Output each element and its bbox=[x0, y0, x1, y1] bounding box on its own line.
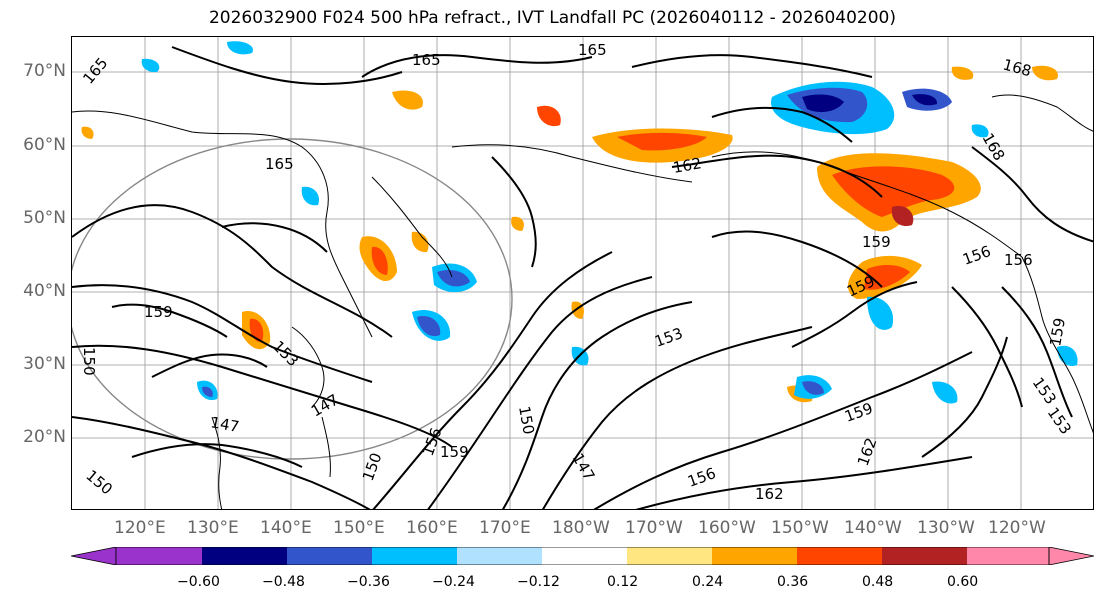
colorbar-tick: −0.36 bbox=[347, 574, 390, 590]
colorbar-tick: 0.12 bbox=[607, 574, 639, 590]
contour-label: 165 bbox=[412, 51, 441, 69]
contour-label: 150 bbox=[515, 405, 538, 436]
map-title: 2026032900 F024 500 hPa refract., IVT La… bbox=[208, 8, 896, 28]
colorbar-tick: −0.60 bbox=[177, 574, 220, 590]
colorbar-segment bbox=[627, 547, 712, 565]
contour-label: 165 bbox=[578, 41, 607, 59]
negative-anomaly-patches bbox=[141, 41, 1078, 404]
lon-label-130e: 130°E bbox=[187, 518, 239, 538]
contour-label: 162 bbox=[854, 435, 881, 468]
lon-label-170e: 170°E bbox=[479, 518, 531, 538]
colorbar-segment bbox=[287, 547, 372, 565]
colorbar-tick: −0.12 bbox=[517, 574, 560, 590]
lon-label-140e: 140°E bbox=[260, 518, 312, 538]
range-circle bbox=[72, 138, 513, 460]
contour-label: 162 bbox=[755, 485, 784, 503]
contour-label: 159 bbox=[1046, 316, 1069, 347]
contour-label: 159 bbox=[842, 399, 875, 426]
contour-label: 150 bbox=[359, 450, 386, 483]
contour-label: 168 bbox=[1001, 55, 1033, 80]
lon-label-120w: 120°W bbox=[988, 518, 1046, 538]
contour-label: 147 bbox=[569, 450, 599, 484]
lon-label-160e: 160°E bbox=[406, 518, 458, 538]
contour-label: 150 bbox=[80, 347, 98, 376]
colorbar-tick: 0.48 bbox=[862, 574, 894, 590]
contour-label: 165 bbox=[265, 155, 294, 173]
lat-label-70n: 70°N bbox=[23, 61, 66, 81]
colorbar bbox=[71, 547, 1094, 565]
colorbar-high-extension bbox=[1048, 547, 1094, 565]
colorbar-segment bbox=[372, 547, 457, 565]
lon-label-170w: 170°W bbox=[625, 518, 683, 538]
contour-label: 153 bbox=[1044, 404, 1075, 438]
colorbar-segment bbox=[882, 547, 967, 565]
colorbar-tick: −0.48 bbox=[262, 574, 305, 590]
contour-label: 153 bbox=[652, 324, 685, 351]
contour-label: 153 bbox=[1029, 374, 1060, 408]
contour-label: 156 bbox=[960, 242, 993, 269]
colorbar-segment bbox=[712, 547, 797, 565]
contour-label: 159 bbox=[440, 443, 469, 461]
lat-label-20n: 20°N bbox=[23, 427, 66, 447]
contour-label: 147 bbox=[209, 413, 240, 436]
colorbar-tick: 0.36 bbox=[777, 574, 809, 590]
colorbar-tick: 0.24 bbox=[692, 574, 724, 590]
contour-label: 156 bbox=[1004, 251, 1033, 269]
positive-anomaly-patches bbox=[81, 65, 1058, 403]
lon-label-180w: 180°W bbox=[552, 518, 610, 538]
lon-label-140w: 140°W bbox=[844, 518, 902, 538]
coastlines bbox=[72, 94, 1093, 509]
lat-label-60n: 60°N bbox=[23, 135, 66, 155]
contour-label: 156 bbox=[685, 464, 718, 491]
contour-label: 150 bbox=[82, 466, 116, 498]
colorbar-segment bbox=[797, 547, 882, 565]
colorbar-segment bbox=[202, 547, 287, 565]
contour-label: 159 bbox=[862, 233, 891, 251]
lon-label-160w: 160°W bbox=[698, 518, 756, 538]
contour-label: 165 bbox=[79, 54, 111, 88]
colorbar-segment bbox=[542, 547, 627, 565]
lon-label-120e: 120°E bbox=[114, 518, 166, 538]
contour-label: 159 bbox=[144, 303, 173, 321]
lat-label-40n: 40°N bbox=[23, 281, 66, 301]
colorbar-segment bbox=[116, 547, 202, 565]
lon-label-150w: 150°W bbox=[771, 518, 829, 538]
contour-label: 162 bbox=[672, 154, 703, 177]
colorbar-low-extension bbox=[71, 547, 117, 565]
colorbar-segment bbox=[457, 547, 542, 565]
colorbar-border bbox=[115, 547, 1050, 565]
map-canvas: 165 165 165 168 165 162 168 156 156 159 … bbox=[72, 37, 1093, 509]
colorbar-tick: 0.60 bbox=[947, 574, 979, 590]
colorbar-tick: −0.24 bbox=[432, 574, 475, 590]
map-panel: 165 165 165 168 165 162 168 156 156 159 … bbox=[71, 36, 1094, 510]
lon-label-130w: 130°W bbox=[917, 518, 975, 538]
refractivity-contours bbox=[72, 46, 1093, 509]
lat-label-30n: 30°N bbox=[23, 354, 66, 374]
colorbar-segment bbox=[967, 547, 1049, 565]
lat-label-50n: 50°N bbox=[23, 208, 66, 228]
lon-label-150e: 150°E bbox=[333, 518, 385, 538]
